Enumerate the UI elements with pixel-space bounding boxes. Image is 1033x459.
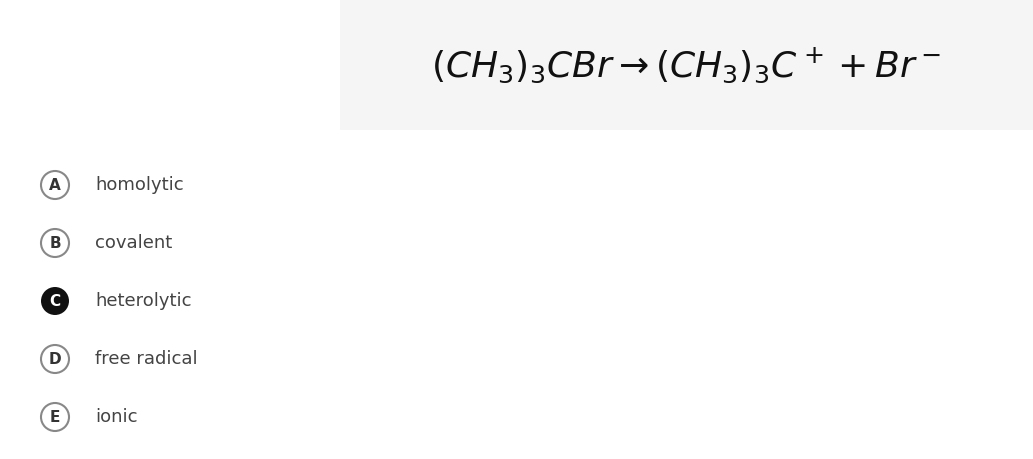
Ellipse shape	[41, 403, 69, 431]
Ellipse shape	[41, 229, 69, 257]
Text: free radical: free radical	[95, 350, 197, 368]
Text: $(CH_3)_3CBr \rightarrow (CH_3)_3C^+ + Br^-$: $(CH_3)_3CBr \rightarrow (CH_3)_3C^+ + B…	[432, 45, 942, 85]
Bar	[340, 0, 1033, 130]
Text: C: C	[50, 293, 61, 308]
Text: heterolytic: heterolytic	[95, 292, 191, 310]
Text: A: A	[50, 178, 61, 192]
Text: covalent: covalent	[95, 234, 173, 252]
Text: ionic: ionic	[95, 408, 137, 426]
Ellipse shape	[41, 345, 69, 373]
Ellipse shape	[41, 287, 69, 315]
Ellipse shape	[41, 171, 69, 199]
Text: homolytic: homolytic	[95, 176, 184, 194]
Text: B: B	[50, 235, 61, 251]
Text: D: D	[49, 352, 61, 366]
Text: E: E	[50, 409, 60, 425]
